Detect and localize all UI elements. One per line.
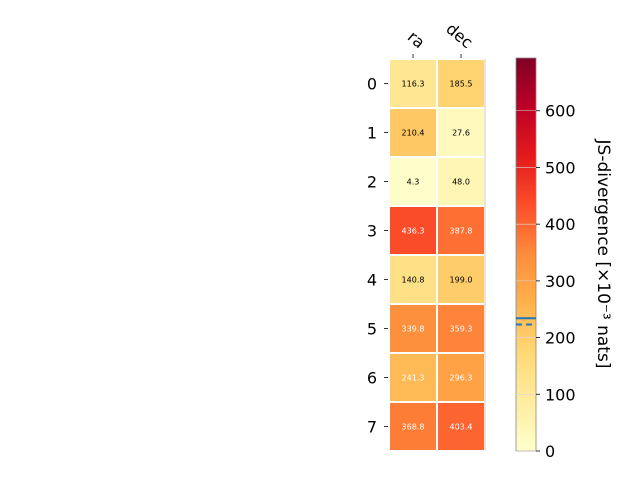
- colorbar-tick-label: 600: [545, 102, 576, 121]
- row-tick-label: 2: [367, 173, 377, 192]
- cell-value-label: 368.8: [402, 423, 425, 432]
- heatmap-cell: [438, 256, 484, 303]
- cell-value-label: 4.3: [407, 178, 420, 187]
- cell-value-label: 436.3: [402, 227, 425, 236]
- row-tick-label: 3: [367, 222, 377, 241]
- colorbar-tick-label: 500: [545, 158, 576, 177]
- heatmap-cell: [438, 158, 484, 205]
- heatmap-cell: [390, 354, 436, 401]
- cell-value-label: 48.0: [452, 178, 470, 187]
- cell-value-label: 339.8: [402, 325, 425, 334]
- heatmap-cell: [390, 109, 436, 156]
- colorbar-tick-label: 200: [545, 329, 576, 348]
- heatmap-cell: [390, 60, 436, 107]
- heatmap-cell: [390, 305, 436, 352]
- heatmap-cell: [438, 109, 484, 156]
- heatmap-cell: [390, 158, 436, 205]
- cell-value-label: 210.4: [402, 129, 425, 138]
- cell-value-label: 387.8: [450, 227, 473, 236]
- row-tick-label: 0: [367, 75, 377, 94]
- row-tick-label: 5: [367, 320, 377, 339]
- cell-value-label: 296.3: [450, 374, 473, 383]
- row-tick-label: 1: [367, 124, 377, 143]
- heatmap-cell: [390, 207, 436, 254]
- cell-value-label: 116.3: [402, 80, 425, 89]
- cell-value-label: 403.4: [450, 423, 473, 432]
- heatmap-cell: [438, 207, 484, 254]
- cell-value-label: 185.5: [450, 80, 473, 89]
- cell-value-label: 27.6: [452, 129, 470, 138]
- colorbar-label: JS-divergence [×10⁻³ nats]: [593, 139, 613, 369]
- heatmap-cell: [438, 305, 484, 352]
- column-tick-label: ra: [404, 27, 429, 52]
- cell-value-label: 241.3: [402, 374, 425, 383]
- colorbar-gradient: [515, 57, 537, 452]
- column-tick-label: dec: [442, 19, 476, 52]
- heatmap-cell: [438, 60, 484, 107]
- heatmap-cell: [438, 354, 484, 401]
- heatmap-cell: [390, 403, 436, 450]
- colorbar: 0 100 200 300 400 500 600: [515, 57, 576, 461]
- cell-value-label: 140.8: [402, 276, 425, 285]
- row-tick-label: 6: [367, 369, 377, 388]
- row-tick-label: 4: [367, 271, 377, 290]
- cell-value-label: 199.0: [450, 276, 473, 285]
- heatmap-cell: [390, 256, 436, 303]
- heatmap-cell: [438, 403, 484, 450]
- heatmap-grid: 116.3 185.5 210.4 27.6 4.3 48.0 436.3 387.8 140.…: [390, 60, 484, 450]
- row-tick-label: 7: [367, 418, 377, 437]
- cell-value-label: 359.3: [450, 325, 473, 334]
- colorbar-tick-label: 300: [545, 272, 576, 291]
- colorbar-tick-label: 100: [545, 385, 576, 404]
- colorbar-tick-label: 0: [545, 442, 555, 461]
- colorbar-tick-label: 400: [545, 215, 576, 234]
